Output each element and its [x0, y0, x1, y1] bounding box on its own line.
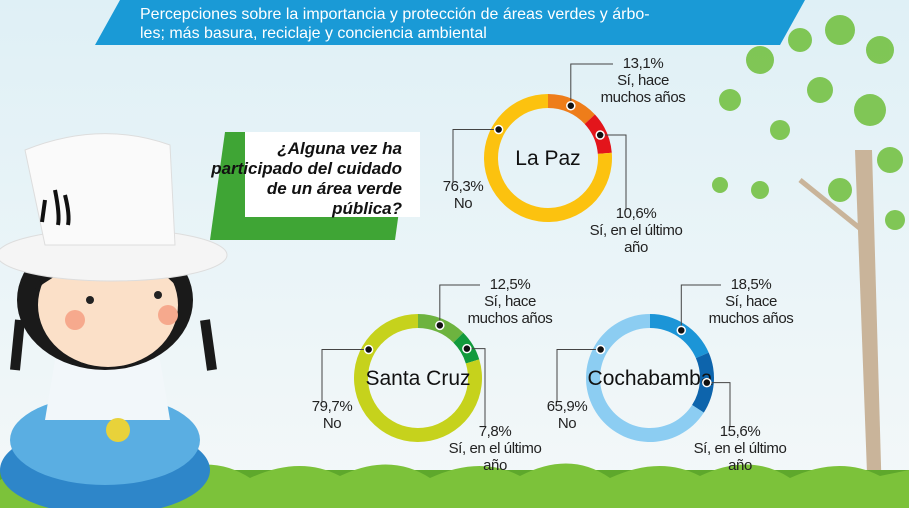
value-label: 76,3%: [442, 178, 484, 195]
leader-line: [556, 349, 601, 402]
value-label: 13,1%: [622, 55, 664, 72]
leader-dot: [676, 325, 687, 336]
slice-label: 79,7% No: [284, 398, 380, 432]
category-label: No: [453, 195, 473, 212]
leader-dot: [595, 344, 606, 355]
category-label: Sí, en el último año: [589, 222, 683, 256]
leader-dot: [435, 320, 445, 331]
slice-label: 18,5% Sí, hace muchos años: [703, 276, 799, 327]
tree: [712, 15, 905, 500]
value-label: 15,6%: [719, 423, 761, 440]
leader-line: [706, 382, 731, 427]
category-label: Sí, en el último año: [448, 440, 542, 474]
category-label: No: [322, 415, 342, 432]
slice-label: 12,5% Sí, hace muchos años: [462, 276, 558, 327]
chart-title: Cochabamba: [588, 367, 713, 390]
leader-line: [321, 349, 369, 402]
category-label: No: [557, 415, 577, 432]
leader-line: [439, 284, 480, 326]
header-banner: Percepciones sobre la importancia y prot…: [95, 0, 805, 45]
leader-dot: [702, 377, 712, 388]
category-label: Sí, hace muchos años: [600, 72, 686, 106]
question-line: de un área verde: [267, 179, 402, 198]
slice-label: 76,3% No: [415, 178, 511, 212]
category-label: Sí, hace muchos años: [708, 293, 794, 327]
leader-dot: [595, 130, 605, 140]
value-label: 12,5%: [489, 276, 531, 293]
leader-dot: [566, 101, 576, 111]
question-line: pública?: [331, 199, 403, 218]
slice-label: 7,8% Sí, en el último año: [447, 423, 543, 474]
category-label: Sí, en el último año: [693, 440, 787, 474]
leader-line: [680, 284, 721, 331]
category-label: Sí, hace muchos años: [467, 293, 553, 327]
slice-label: 65,9% No: [519, 398, 615, 432]
leader-dot: [493, 124, 504, 135]
leader-dot: [363, 344, 374, 355]
donut-slice: [650, 314, 709, 359]
chart-title: La Paz: [515, 147, 580, 170]
slice-label: 13,1% Sí, hace muchos años: [595, 55, 691, 106]
value-label: 10,6%: [615, 205, 657, 222]
leader-line: [600, 134, 627, 209]
question-line: participado del cuidado: [210, 159, 402, 178]
chart-title: Santa Cruz: [365, 367, 470, 390]
value-label: 79,7%: [311, 398, 353, 415]
girl-illustration: [0, 133, 228, 508]
header-line: les; más basura, reciclaje y conciencia …: [140, 25, 487, 42]
leader-line: [452, 129, 499, 182]
header-line: Percepciones sobre la importancia y prot…: [140, 6, 650, 23]
question-box: ¿Alguna vez ha participado del cuidado d…: [210, 132, 420, 240]
question-line: ¿Alguna vez ha: [277, 139, 402, 158]
slice-label: 15,6% Sí, en el último año: [692, 423, 788, 474]
leader-line: [570, 63, 613, 106]
leader-line: [466, 348, 486, 427]
leader-dot: [462, 343, 472, 354]
value-label: 7,8%: [478, 423, 512, 440]
value-label: 18,5%: [730, 276, 772, 293]
slice-label: 10,6% Sí, en el último año: [588, 205, 684, 256]
value-label: 65,9%: [546, 398, 588, 415]
